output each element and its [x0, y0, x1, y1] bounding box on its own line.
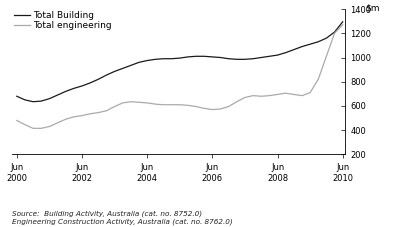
- Total Building: [88, 81, 93, 84]
- Total engineering: [31, 127, 35, 130]
- Total engineering: [129, 100, 133, 103]
- Total engineering: [194, 105, 198, 108]
- Total engineering: [185, 104, 190, 107]
- Total engineering: [39, 127, 44, 130]
- Total engineering: [267, 94, 272, 97]
- Total engineering: [153, 103, 158, 106]
- Total Building: [324, 37, 329, 39]
- Total Building: [120, 67, 125, 70]
- Total Building: [23, 99, 27, 101]
- Total engineering: [96, 111, 101, 114]
- Total engineering: [210, 108, 215, 111]
- Total Building: [14, 95, 19, 98]
- Total engineering: [340, 23, 345, 26]
- Total engineering: [324, 55, 329, 58]
- Total engineering: [112, 105, 117, 108]
- Total engineering: [332, 32, 337, 35]
- Total engineering: [234, 100, 239, 103]
- Total engineering: [259, 95, 264, 98]
- Total engineering: [120, 101, 125, 104]
- Total Building: [161, 57, 166, 60]
- Total engineering: [71, 116, 76, 118]
- Total Building: [185, 56, 190, 58]
- Total Building: [291, 48, 296, 51]
- Total Building: [251, 57, 255, 60]
- Total engineering: [47, 125, 52, 128]
- Y-axis label: $m: $m: [365, 3, 379, 12]
- Total Building: [31, 100, 35, 103]
- Total Building: [316, 40, 321, 43]
- Total Building: [234, 58, 239, 61]
- Total Building: [137, 61, 141, 64]
- Total engineering: [283, 92, 288, 95]
- Total Building: [226, 57, 231, 60]
- Total engineering: [300, 94, 304, 97]
- Total Building: [153, 58, 158, 61]
- Total engineering: [251, 94, 255, 97]
- Total Building: [47, 97, 52, 100]
- Total Building: [112, 70, 117, 73]
- Text: Source:  Building Activity, Australia (cat. no. 8752.0)
Engineering Construction: Source: Building Activity, Australia (ca…: [12, 210, 233, 225]
- Total Building: [79, 85, 84, 87]
- Total engineering: [14, 119, 19, 122]
- Total Building: [300, 45, 304, 48]
- Total Building: [96, 78, 101, 81]
- Total Building: [63, 90, 68, 93]
- Total Building: [71, 87, 76, 90]
- Total engineering: [218, 108, 223, 110]
- Total Building: [275, 54, 280, 57]
- Total engineering: [243, 96, 247, 99]
- Total Building: [308, 43, 312, 46]
- Total engineering: [63, 118, 68, 121]
- Total engineering: [137, 101, 141, 104]
- Total engineering: [177, 103, 182, 106]
- Total engineering: [145, 101, 150, 104]
- Total engineering: [291, 93, 296, 96]
- Total Building: [332, 31, 337, 33]
- Total engineering: [275, 93, 280, 96]
- Total Building: [104, 74, 109, 76]
- Total Building: [259, 56, 264, 59]
- Total engineering: [226, 105, 231, 108]
- Total Building: [55, 94, 60, 96]
- Total engineering: [104, 109, 109, 112]
- Total Building: [194, 55, 198, 58]
- Line: Total Building: Total Building: [17, 22, 343, 102]
- Total engineering: [79, 114, 84, 117]
- Total Building: [218, 56, 223, 59]
- Total engineering: [202, 107, 206, 110]
- Total Building: [267, 55, 272, 58]
- Total engineering: [169, 103, 174, 106]
- Total engineering: [316, 78, 321, 81]
- Total engineering: [23, 123, 27, 126]
- Total Building: [283, 51, 288, 54]
- Total engineering: [88, 112, 93, 115]
- Total Building: [145, 59, 150, 62]
- Total engineering: [161, 103, 166, 106]
- Total Building: [39, 100, 44, 102]
- Total Building: [243, 58, 247, 61]
- Total Building: [202, 55, 206, 58]
- Total Building: [169, 57, 174, 60]
- Total Building: [177, 57, 182, 59]
- Legend: Total Building, Total engineering: Total Building, Total engineering: [14, 11, 112, 30]
- Total engineering: [308, 91, 312, 94]
- Total Building: [210, 56, 215, 58]
- Total Building: [129, 64, 133, 67]
- Total Building: [340, 20, 345, 23]
- Line: Total engineering: Total engineering: [17, 25, 343, 128]
- Total engineering: [55, 121, 60, 124]
